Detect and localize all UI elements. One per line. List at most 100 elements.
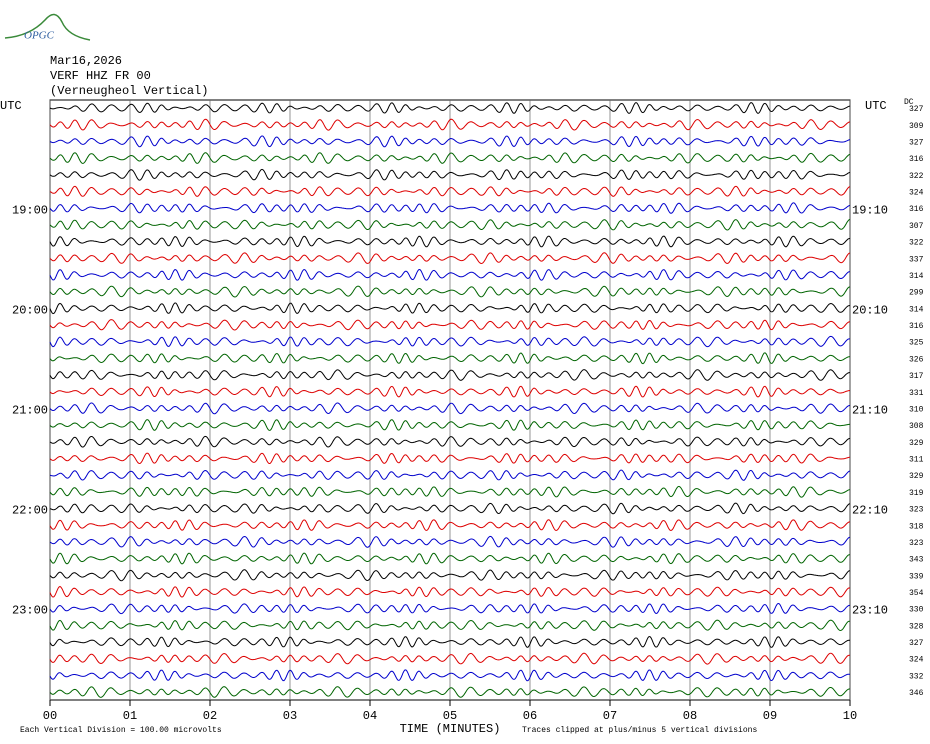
dc-value: 329 <box>909 439 924 448</box>
dc-value: 311 <box>909 456 924 465</box>
right-time-label: 20:10 <box>852 303 888 317</box>
trace <box>49 402 851 415</box>
trace <box>49 102 851 114</box>
footer-left: Each Vertical Division = 100.00 microvol… <box>20 726 222 735</box>
dc-value: 314 <box>909 305 924 314</box>
logo: OPGC <box>24 30 55 42</box>
dc-value: 319 <box>909 489 924 498</box>
trace <box>49 235 851 248</box>
dc-value: 317 <box>909 372 924 381</box>
right-time-label: 22:10 <box>852 504 888 518</box>
dc-value: 322 <box>909 239 924 248</box>
trace <box>49 535 851 548</box>
dc-value: 339 <box>909 572 924 581</box>
trace <box>49 485 851 498</box>
x-tick-label: 04 <box>363 709 377 723</box>
trace <box>49 168 851 181</box>
subtitle: VERF HHZ FR 00 <box>50 69 151 83</box>
dc-value: 326 <box>909 355 924 364</box>
trace <box>49 252 851 265</box>
trace <box>49 385 851 398</box>
dc-value: 322 <box>909 172 924 181</box>
dc-value: 324 <box>909 656 924 665</box>
x-label: TIME (MINUTES) <box>400 722 501 736</box>
trace <box>49 452 851 465</box>
trace <box>49 185 851 197</box>
x-tick-label: 09 <box>763 709 777 723</box>
dc-value: 323 <box>909 506 924 515</box>
trace <box>49 218 851 231</box>
x-tick-label: 01 <box>123 709 137 723</box>
left-header: UTC <box>0 99 22 113</box>
logo-mark <box>4 13 91 41</box>
trace <box>49 502 851 515</box>
x-tick-label: 05 <box>443 709 457 723</box>
trace <box>49 419 851 431</box>
trace <box>49 369 850 381</box>
dc-value: 323 <box>909 539 924 548</box>
trace <box>49 652 851 665</box>
dc-header: DC <box>904 98 914 107</box>
left-time-label: 19:00 <box>12 203 48 217</box>
trace <box>49 686 851 698</box>
dc-value: 307 <box>909 222 924 231</box>
trace <box>49 202 851 214</box>
right-time-label: 19:10 <box>852 203 888 217</box>
dc-value: 327 <box>909 138 924 147</box>
dc-value: 327 <box>909 639 924 648</box>
dc-value: 346 <box>909 689 924 698</box>
trace <box>49 636 850 648</box>
dc-value: 310 <box>909 405 924 414</box>
dc-value: 327 <box>909 105 924 114</box>
right-header: UTC <box>865 99 887 113</box>
trace <box>49 352 850 365</box>
dc-value: 325 <box>909 339 924 348</box>
left-time-label: 23:00 <box>12 604 48 618</box>
x-tick-label: 10 <box>843 709 857 723</box>
left-time-label: 22:00 <box>12 504 48 518</box>
trace <box>49 619 850 632</box>
trace <box>49 302 850 315</box>
title: Mar16,2026 <box>50 54 122 68</box>
dc-value: 330 <box>909 606 924 615</box>
trace <box>49 152 851 165</box>
dc-value: 329 <box>909 472 924 481</box>
trace <box>49 335 850 348</box>
dc-value: 343 <box>909 556 924 565</box>
dc-value: 337 <box>909 255 924 264</box>
trace <box>49 469 851 481</box>
dc-value: 309 <box>909 122 924 131</box>
dc-value: 324 <box>909 189 924 198</box>
trace <box>49 552 850 565</box>
trace <box>49 669 850 682</box>
trace <box>49 519 851 532</box>
dc-value: 354 <box>909 589 924 598</box>
dc-value: 314 <box>909 272 924 281</box>
dc-value: 316 <box>909 205 924 214</box>
station: (Verneugheol Vertical) <box>50 84 208 98</box>
x-tick-label: 06 <box>523 709 537 723</box>
left-time-label: 21:00 <box>12 404 48 418</box>
trace <box>49 285 851 298</box>
dc-value: 299 <box>909 289 924 298</box>
right-time-label: 21:10 <box>852 404 888 418</box>
dc-value: 308 <box>909 422 924 431</box>
trace <box>49 569 851 582</box>
x-tick-label: 08 <box>683 709 697 723</box>
x-tick-label: 02 <box>203 709 217 723</box>
trace <box>49 319 851 331</box>
dc-value: 328 <box>909 622 924 631</box>
x-tick-label: 03 <box>283 709 297 723</box>
dc-value: 331 <box>909 389 924 398</box>
trace <box>49 118 851 131</box>
dc-value: 316 <box>909 155 924 164</box>
trace <box>49 268 851 281</box>
right-time-label: 23:10 <box>852 604 888 618</box>
trace <box>49 585 851 598</box>
x-tick-label: 07 <box>603 709 617 723</box>
trace <box>49 602 850 615</box>
trace <box>49 435 851 448</box>
footer-right: Traces clipped at plus/minus 5 vertical … <box>522 726 757 735</box>
